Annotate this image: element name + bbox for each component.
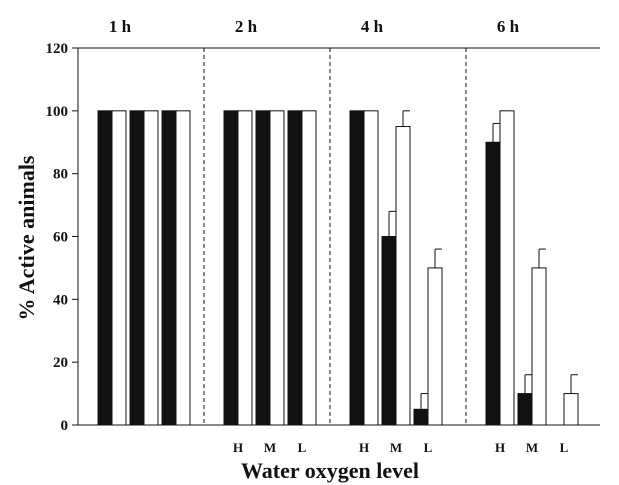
x-axis-title: Water oxygen level — [241, 458, 419, 483]
bar — [287, 110, 303, 426]
bar — [161, 110, 177, 426]
category-label: L — [560, 440, 569, 455]
bar — [563, 393, 579, 426]
bar — [349, 110, 365, 426]
chart-panel: 6 h H M L — [485, 17, 579, 455]
bar — [485, 141, 501, 426]
y-tick-label: 60 — [53, 230, 68, 246]
category-label: H — [495, 440, 505, 455]
category-label: H — [233, 440, 243, 455]
bar — [143, 110, 159, 426]
panel-label: 2 h — [235, 17, 258, 36]
bar — [111, 110, 127, 426]
bar — [499, 110, 515, 426]
bar — [255, 110, 271, 426]
panel-label: 6 h — [497, 17, 520, 36]
bar — [237, 110, 253, 426]
y-tick-label: 80 — [53, 167, 68, 183]
bar — [301, 110, 317, 426]
chart-panel: 1 h — [97, 17, 191, 426]
bar — [97, 110, 113, 426]
bar — [175, 110, 191, 426]
y-tick-label: 20 — [53, 355, 68, 371]
y-axis-title: % Active animals — [14, 155, 39, 320]
bar — [427, 267, 443, 426]
panel-label: 4 h — [361, 17, 384, 36]
bar — [129, 110, 145, 426]
y-tick-label: 100 — [46, 104, 69, 120]
y-axis: 0 20 40 60 80 100 120 — [46, 41, 600, 434]
bar — [381, 236, 397, 426]
category-label: L — [298, 440, 307, 455]
bar — [531, 267, 547, 426]
bar — [223, 110, 239, 426]
panel-label: 1 h — [109, 17, 132, 36]
bar — [269, 110, 285, 426]
y-tick-label: 120 — [46, 41, 69, 57]
chart-panel: 4 h H M L — [349, 17, 443, 455]
bar — [363, 110, 379, 426]
y-tick-label: 0 — [61, 418, 69, 434]
chart-panel: 2 h H M L — [223, 17, 317, 455]
bar — [413, 408, 429, 426]
chart-panels: 1 h 2 h H M L 4 h H M L 6 h H M L — [97, 17, 579, 455]
category-label: L — [424, 440, 433, 455]
bar — [517, 393, 533, 426]
category-label: M — [390, 440, 402, 455]
bar — [395, 126, 411, 426]
category-label: M — [264, 440, 276, 455]
category-label: H — [359, 440, 369, 455]
category-label: M — [526, 440, 538, 455]
y-tick-label: 40 — [53, 292, 68, 308]
